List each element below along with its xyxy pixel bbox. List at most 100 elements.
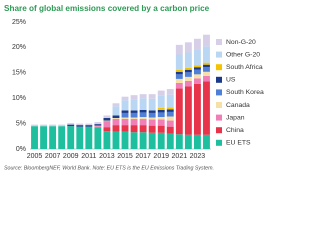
legend-label: Canada: [226, 102, 250, 109]
x-tick-label: 2023: [190, 153, 206, 160]
legend-label: US: [226, 77, 236, 84]
bar-segment: [193, 69, 201, 75]
x-tick-label: 2021: [172, 153, 188, 160]
bar-segment: [184, 42, 192, 53]
bar-segment: [184, 52, 192, 68]
bar-segment: [157, 116, 165, 120]
bar-segment: [184, 76, 192, 81]
bar-segment: [121, 119, 129, 126]
legend-swatch: [216, 139, 222, 146]
bar-segment: [157, 95, 165, 108]
bar-segment: [148, 119, 156, 126]
bar-segment: [166, 89, 174, 95]
bar-segment: [103, 131, 111, 149]
bar-segment: [139, 109, 147, 113]
legend-swatch: [216, 64, 222, 71]
bar-segment: [184, 80, 192, 87]
bar-segment: [193, 134, 201, 149]
bar-segment: [130, 112, 138, 118]
bar-segment: [130, 117, 138, 120]
y-tick-label: 0%: [16, 146, 26, 153]
bar-segment: [203, 34, 210, 47]
bar-segment: [175, 44, 183, 55]
bar-segment: [94, 122, 102, 125]
bar-segment: [157, 112, 165, 117]
bar-segment: [193, 83, 201, 135]
bar-segment: [157, 109, 165, 113]
bar-segment: [166, 133, 174, 149]
bar-segment: [76, 125, 84, 127]
bar-segment: [203, 81, 210, 135]
bar-segment: [193, 74, 201, 79]
legend-label: South Korea: [226, 89, 264, 96]
legend-swatch: [216, 76, 222, 83]
legend-swatch: [216, 127, 222, 134]
bar-segment: [175, 134, 183, 149]
bar-segment: [166, 94, 174, 108]
bar-segment: [112, 119, 120, 126]
bar-segment: [40, 124, 48, 127]
bar-segment: [130, 110, 138, 113]
bar-segment: [112, 103, 120, 107]
bar-segment: [112, 125, 120, 132]
bar-segment: [148, 125, 156, 133]
y-tick-label: 15%: [12, 70, 26, 77]
bar-segment: [112, 106, 120, 116]
bar-segment: [157, 125, 165, 133]
bar-segment: [103, 118, 111, 121]
bar-segment: [203, 71, 210, 76]
legend-label: Non-G-20: [226, 39, 256, 46]
bar-segment: [203, 75, 210, 82]
bar-segment: [130, 125, 138, 133]
bar-segment: [85, 126, 93, 149]
bar-segment: [112, 131, 120, 149]
bar-segment: [121, 125, 129, 132]
bar-segment: [166, 111, 174, 117]
bar-segment: [193, 67, 201, 70]
bar-segment: [139, 132, 147, 149]
bar-segment: [58, 124, 66, 127]
bar-segment: [203, 46, 210, 63]
bar-segment: [103, 127, 111, 132]
bar-segment: [76, 123, 84, 126]
bar-segment: [94, 126, 102, 128]
bar-segment: [94, 127, 102, 149]
bar-segment: [94, 125, 102, 127]
bar-segment: [85, 123, 93, 126]
footnote: Source: BloombergNEF, World Bank. Note: …: [4, 165, 214, 171]
bar-segment: [121, 100, 129, 111]
bar-segment: [184, 69, 192, 73]
bar-segment: [40, 126, 48, 149]
bar-segment: [175, 69, 183, 72]
bar-segment: [166, 116, 174, 121]
chart: Share of global emissions covered by a c…: [4, 4, 264, 171]
bar-segment: [148, 98, 156, 111]
bar-segment: [175, 54, 183, 70]
bar-segment: [193, 38, 201, 50]
bar-segment: [130, 132, 138, 149]
bar-segment: [157, 119, 165, 126]
y-tick-label: 25%: [12, 19, 26, 26]
bar-segment: [203, 134, 210, 149]
legend-swatch: [216, 102, 222, 108]
bar-segment: [203, 62, 210, 65]
bar-segment: [49, 124, 57, 127]
bar-segment: [76, 126, 84, 149]
legend-swatch: [216, 114, 222, 121]
y-tick-label: 5%: [16, 120, 26, 127]
bar-segment: [130, 95, 138, 100]
bar-segment: [148, 117, 156, 120]
x-tick-label: 2019: [153, 153, 169, 160]
legend-label: EU ETS: [226, 140, 251, 147]
bar-segment: [175, 71, 183, 75]
bar-segment: [166, 107, 174, 110]
bar-segment: [67, 126, 75, 149]
chart-title: Share of global emissions covered by a c…: [4, 4, 210, 13]
legend-swatch: [216, 51, 222, 58]
bar-segment: [184, 67, 192, 70]
bar-segment: [121, 96, 129, 101]
bar-segment: [121, 131, 129, 149]
bar-segment: [166, 109, 174, 112]
bar-segment: [49, 126, 57, 149]
x-tick-label: 2005: [27, 153, 43, 160]
